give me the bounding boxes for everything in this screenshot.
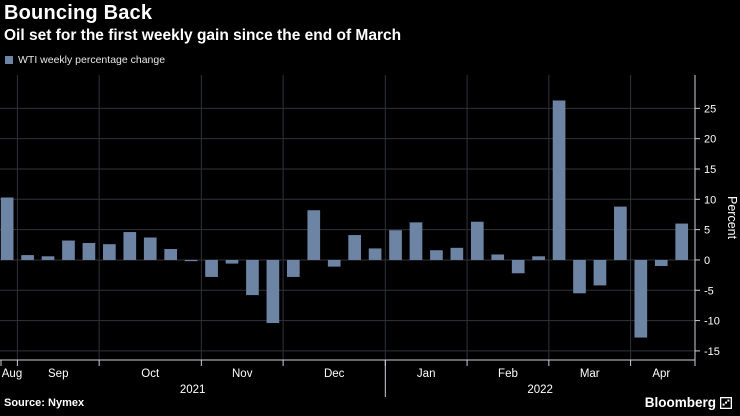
bar <box>225 259 239 264</box>
x-axis-month-label: Feb <box>498 368 518 380</box>
bar <box>82 242 96 260</box>
bar <box>103 244 116 260</box>
x-axis-month-label: Oct <box>141 368 160 380</box>
bar <box>286 259 300 277</box>
y-axis-tick-label: 5 <box>704 225 710 237</box>
bar <box>266 259 280 324</box>
bloomberg-wordmark: Bloomberg <box>644 395 716 410</box>
bar <box>205 259 218 277</box>
x-axis-month-label: Jan <box>417 368 436 380</box>
bar <box>532 256 545 260</box>
x-axis-month-label: Dec <box>324 368 345 380</box>
bar <box>491 254 505 260</box>
x-axis-month-label: Mar <box>580 368 600 380</box>
bar <box>470 221 484 260</box>
y-axis-title: Percent <box>725 195 739 240</box>
bar <box>511 259 525 274</box>
bar <box>143 237 157 260</box>
bar <box>327 259 341 267</box>
bar <box>675 223 689 260</box>
x-axis-year-label: 2021 <box>180 384 206 396</box>
bar <box>307 210 321 260</box>
bloomberg-logo: Bloomberg <box>645 395 732 410</box>
y-axis-tick-label: 10 <box>704 194 716 206</box>
bar <box>0 197 14 260</box>
x-axis-month-label: Sep <box>48 368 68 380</box>
bar <box>184 259 198 262</box>
chart-title: Bouncing Back <box>4 2 153 24</box>
bar <box>614 206 627 260</box>
bar <box>389 230 402 260</box>
bar <box>430 250 443 260</box>
y-axis-tick-label: -10 <box>704 316 720 328</box>
x-axis-month-label: Nov <box>232 368 253 380</box>
bar <box>123 232 137 260</box>
y-axis-tick-label: -5 <box>704 285 714 297</box>
y-axis-tick-label: -15 <box>704 346 720 358</box>
bar <box>409 222 423 260</box>
bar <box>21 255 34 260</box>
legend-label: WTI weekly percentage change <box>18 54 166 66</box>
x-axis-month-label: Apr <box>652 368 670 380</box>
bloomberg-terminal-icon <box>720 396 732 409</box>
bar <box>41 256 55 260</box>
bar <box>348 235 361 260</box>
bar <box>164 249 178 260</box>
bar <box>593 259 607 286</box>
bar <box>654 259 668 267</box>
bar <box>552 100 566 260</box>
chart-subtitle: Oil set for the first weekly gain since … <box>4 27 402 44</box>
bar <box>368 248 382 260</box>
x-axis-month-label: Aug <box>2 368 22 380</box>
y-axis-tick-label: 25 <box>704 103 716 115</box>
y-axis-tick-label: 0 <box>704 255 710 267</box>
legend: WTI weekly percentage change <box>5 54 165 66</box>
bar <box>62 240 75 260</box>
bar <box>634 259 648 338</box>
y-axis-tick-label: 15 <box>704 164 716 176</box>
bar <box>450 247 464 260</box>
x-axis-year-label: 2022 <box>527 384 553 396</box>
bar <box>573 259 586 294</box>
legend-swatch-icon <box>5 56 13 64</box>
source-note: Source: Nymex <box>4 397 85 409</box>
bar <box>246 259 259 296</box>
y-axis-tick-label: 20 <box>704 134 716 146</box>
